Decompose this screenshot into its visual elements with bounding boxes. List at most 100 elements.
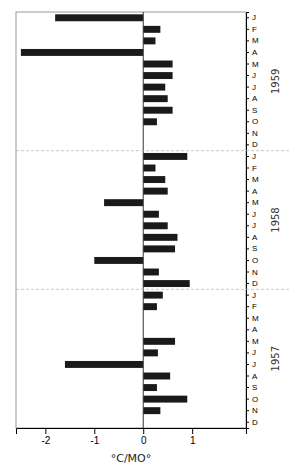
y-tick-label: D <box>252 140 258 149</box>
bar <box>143 188 167 195</box>
x-tick: -2 <box>41 428 50 446</box>
x-tick-mark <box>45 428 46 434</box>
y-tick: A <box>246 372 258 381</box>
bar <box>143 245 175 252</box>
y-tick-mark <box>246 376 249 377</box>
y-tick: M <box>246 36 259 45</box>
bar <box>55 14 143 21</box>
y-tick-mark <box>246 40 249 41</box>
y-tick-label: A <box>252 325 258 334</box>
y-tick-label: N <box>252 129 258 138</box>
y-tick: M <box>246 314 259 323</box>
y-tick-mark <box>246 399 249 400</box>
y-tick-label: O <box>252 395 258 404</box>
y-tick: J <box>246 71 256 80</box>
x-tick-label: -1 <box>90 435 99 446</box>
y-tick-label: A <box>252 94 258 103</box>
x-axis-line <box>17 429 247 435</box>
y-tick-mark <box>246 133 249 134</box>
y-tick-mark <box>246 225 249 226</box>
y-tick-mark <box>246 352 249 353</box>
y-tick-label: A <box>252 372 258 381</box>
y-tick-label: A <box>252 233 258 242</box>
y-tick: A <box>246 48 258 57</box>
x-tick-label: -2 <box>41 435 50 446</box>
y-tick-mark <box>246 179 249 180</box>
y-tick-label: D <box>252 418 258 427</box>
bar <box>65 361 143 368</box>
year-label: 1959 <box>270 69 281 94</box>
y-tick-mark <box>246 295 249 296</box>
bar <box>21 49 143 56</box>
y-tick-label: N <box>252 406 258 415</box>
y-tick-label: M <box>252 36 259 45</box>
y-tick: F <box>246 164 257 173</box>
y-tick: J <box>246 360 256 369</box>
y-tick-mark <box>246 121 249 122</box>
year-groups: 195919581957 <box>16 69 290 372</box>
y-tick: N <box>246 406 258 415</box>
y-tick-mark <box>246 191 249 192</box>
bar <box>143 84 165 91</box>
bar <box>143 303 157 310</box>
bar <box>143 338 175 345</box>
y-tick: F <box>246 302 257 311</box>
y-tick: J <box>246 221 256 230</box>
x-axis: -2-101 <box>17 428 247 446</box>
y-tick-label: N <box>252 268 258 277</box>
y-tick: O <box>246 117 258 126</box>
y-tick-mark <box>246 410 249 411</box>
y-tick-label: M <box>252 60 259 69</box>
y-tick: D <box>246 418 258 427</box>
y-tick: J <box>246 210 256 219</box>
x-tick-mark <box>192 428 193 434</box>
y-tick: S <box>246 383 257 392</box>
y-tick-label: J <box>252 360 256 369</box>
bar <box>143 165 155 172</box>
y-tick: M <box>246 60 259 69</box>
y-tick-label: F <box>252 302 257 311</box>
x-tick-mark <box>94 428 95 434</box>
y-tick-mark <box>246 17 249 18</box>
y-tick-label: S <box>252 244 257 253</box>
year-label: 1957 <box>270 346 281 371</box>
y-tick-label: M <box>252 175 259 184</box>
plot: -2-101°C/MO°JFMAMJJASONDJFMAMJJASONDJFMA… <box>16 12 290 465</box>
bar <box>143 396 187 403</box>
y-tick-mark <box>246 214 249 215</box>
y-tick: M <box>246 198 259 207</box>
y-tick-label: J <box>252 13 256 22</box>
y-tick: D <box>246 279 258 288</box>
bar <box>143 211 159 218</box>
y-tick-mark <box>246 283 249 284</box>
y-tick: A <box>246 187 258 196</box>
bar <box>143 373 170 380</box>
y-tick-mark <box>246 75 249 76</box>
y-tick: A <box>246 94 258 103</box>
bar <box>143 280 189 287</box>
y-tick-mark <box>246 329 249 330</box>
bar <box>143 222 167 229</box>
y-tick-mark <box>246 364 249 365</box>
bar <box>143 26 160 33</box>
y-tick-label: F <box>252 25 257 34</box>
y-tick: A <box>246 233 258 242</box>
y-tick-label: M <box>252 337 259 346</box>
y-tick-label: J <box>252 291 256 300</box>
y-tick-label: S <box>252 106 257 115</box>
zero-line <box>143 12 144 428</box>
y-tick: J <box>246 291 256 300</box>
y-tick: S <box>246 106 257 115</box>
y-tick-mark <box>246 29 249 30</box>
y-tick: J <box>246 83 256 92</box>
y-tick-label: O <box>252 256 258 265</box>
bar <box>143 384 157 391</box>
year-separator <box>16 289 290 290</box>
y-tick: J <box>246 13 256 22</box>
bar <box>143 349 158 356</box>
y-tick-label: J <box>252 221 256 230</box>
y-tick: M <box>246 337 259 346</box>
bar <box>143 153 187 160</box>
y-tick-label: J <box>252 152 256 161</box>
y-tick-mark <box>246 98 249 99</box>
